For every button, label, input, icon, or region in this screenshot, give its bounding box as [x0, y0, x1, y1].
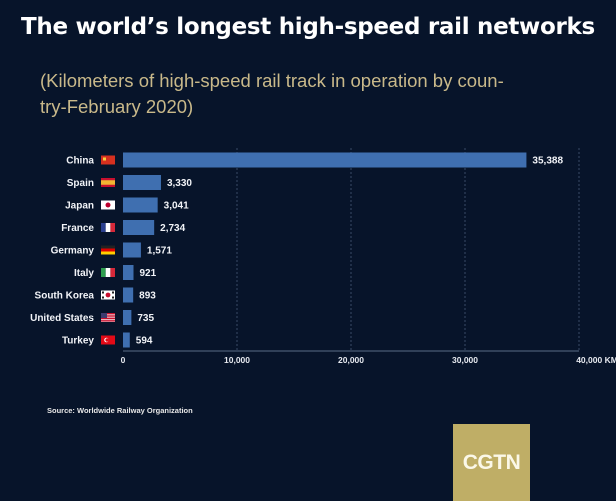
value-label: 3,330	[167, 178, 192, 189]
south-korea-flag-icon	[101, 290, 115, 300]
x-tick-labels: 0 10,000 20,000 30,000 40,000 KM	[121, 355, 616, 365]
category-label: Japan	[65, 201, 94, 212]
value-label: 35,388	[532, 156, 563, 167]
flag-band	[101, 223, 106, 232]
x-tick-label: 20,000	[338, 355, 364, 365]
subtitle-line-2: try-February 2020)	[40, 96, 194, 117]
x-tick-label: 0	[121, 355, 126, 365]
turkey-flag-icon	[101, 335, 115, 345]
flag-field	[101, 155, 115, 165]
china-flag-icon	[101, 155, 115, 165]
bar-italy	[123, 265, 134, 280]
x-tick-label: 30,000	[452, 355, 478, 365]
flag-stripe	[101, 315, 115, 317]
flag-band	[101, 268, 106, 277]
flag-crescent-cut	[105, 338, 109, 342]
category-label: Spain	[67, 178, 94, 189]
flag-band	[105, 223, 111, 232]
flag-band	[110, 268, 115, 277]
flag-stripe	[101, 320, 115, 322]
value-label: 2,734	[160, 223, 185, 234]
value-label: 893	[139, 291, 156, 302]
category-label: South Korea	[35, 291, 95, 302]
italy-flag-icon	[101, 268, 115, 277]
bar-chart: China Spain Japan France Germany Italy South K…	[30, 148, 616, 365]
flag-icons	[101, 155, 115, 345]
x-tick-label: 40,000 KM	[576, 355, 616, 365]
flag-band	[101, 248, 115, 252]
flag-stripe	[101, 313, 115, 315]
category-label: France	[61, 223, 94, 234]
bar-france	[123, 220, 155, 235]
chart-title: The world’s longest high-speed rail netw…	[21, 14, 595, 40]
spain-flag-icon	[101, 178, 115, 187]
flag-band	[105, 268, 111, 277]
source-note: Source: Worldwide Railway Organization	[47, 406, 193, 415]
flag-taegeuk	[105, 292, 111, 298]
flag-trigram	[102, 291, 104, 294]
bar-south-korea	[123, 287, 134, 303]
category-label: Germany	[51, 246, 95, 257]
japan-flag-icon	[101, 200, 115, 210]
category-label: China	[66, 156, 94, 167]
germany-flag-icon	[101, 245, 115, 255]
bar-united-states	[123, 310, 132, 325]
flag-canton	[101, 313, 107, 318]
bar-japan	[123, 197, 158, 213]
flag-disc	[105, 202, 111, 208]
category-labels: China Spain Japan France Germany Italy South K…	[30, 156, 94, 347]
flag-band	[101, 251, 115, 255]
value-label: 594	[136, 336, 153, 347]
flag-star	[103, 157, 106, 161]
flag-stripe	[101, 317, 115, 319]
flag-trigram	[102, 296, 104, 299]
flag-trigram	[112, 291, 114, 294]
value-label: 735	[137, 313, 154, 324]
value-label: 1,571	[147, 246, 172, 257]
cgtn-logo: CGTN	[453, 424, 530, 501]
value-label: 3,041	[164, 201, 189, 212]
bar-germany	[123, 242, 141, 258]
flag-band	[101, 245, 115, 249]
bar-turkey	[123, 332, 130, 348]
logo-text: CGTN	[462, 450, 521, 474]
gridlines	[236, 148, 580, 351]
bar-china	[123, 152, 527, 168]
x-tick-label: 10,000	[224, 355, 250, 365]
bars	[123, 152, 527, 348]
category-label: Turkey	[62, 336, 94, 347]
value-labels: 35,388 3,330 3,041 2,734 1,571 921 893 735 594	[136, 156, 564, 347]
chart-subtitle: (Kilometers of high-speed rail track in …	[40, 68, 600, 120]
category-label: United States	[30, 313, 94, 324]
united-states-flag-icon	[101, 313, 115, 322]
flag-band	[110, 223, 115, 232]
value-label: 921	[139, 268, 156, 279]
flag-trigram	[112, 296, 114, 299]
flag-field	[101, 313, 115, 322]
flag-band	[101, 180, 115, 185]
category-label: Italy	[74, 268, 94, 279]
bar-spain	[123, 175, 161, 190]
france-flag-icon	[101, 223, 115, 232]
subtitle-line-1: (Kilometers of high-speed rail track in …	[40, 70, 504, 91]
